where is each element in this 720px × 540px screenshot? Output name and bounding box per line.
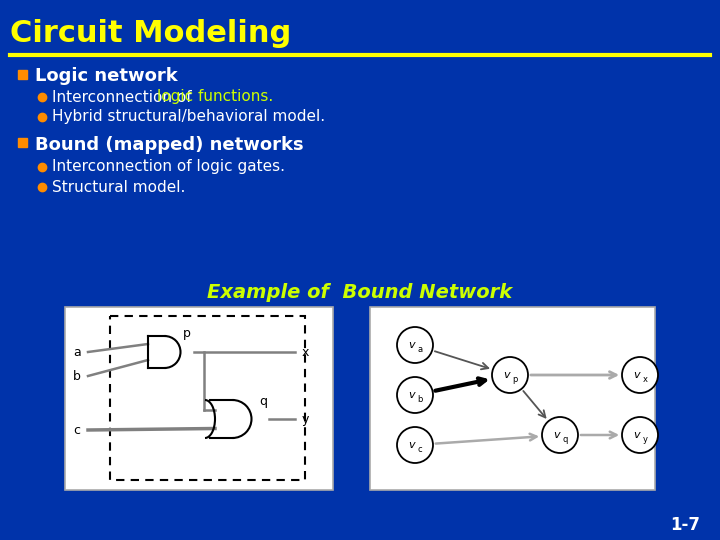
Text: p: p <box>513 375 518 384</box>
Bar <box>18 70 27 79</box>
Circle shape <box>397 327 433 363</box>
Text: v: v <box>409 440 415 450</box>
Text: q: q <box>562 435 567 444</box>
Text: Example of  Bound Network: Example of Bound Network <box>207 284 513 302</box>
Text: x: x <box>302 346 310 359</box>
Text: Circuit Modeling: Circuit Modeling <box>10 18 292 48</box>
Text: logic functions.: logic functions. <box>158 90 274 105</box>
Bar <box>18 138 27 147</box>
Text: v: v <box>504 370 510 380</box>
Text: b: b <box>73 369 81 382</box>
Bar <box>65 307 333 490</box>
Circle shape <box>492 357 528 393</box>
Text: p: p <box>183 327 191 340</box>
Text: y: y <box>642 435 647 444</box>
Circle shape <box>622 417 658 453</box>
Text: c: c <box>73 423 80 436</box>
Circle shape <box>622 357 658 393</box>
Bar <box>370 307 655 490</box>
Text: Bound (mapped) networks: Bound (mapped) networks <box>35 136 304 154</box>
Text: Hybrid structural/behavioral model.: Hybrid structural/behavioral model. <box>52 110 325 125</box>
Text: c: c <box>418 446 423 455</box>
Text: v: v <box>634 370 640 380</box>
Text: v: v <box>409 390 415 400</box>
Text: v: v <box>554 430 560 440</box>
Text: a: a <box>73 346 81 359</box>
Text: q: q <box>259 395 267 408</box>
Text: Logic network: Logic network <box>35 67 178 85</box>
Text: Structural model.: Structural model. <box>52 179 185 194</box>
Circle shape <box>397 377 433 413</box>
Text: 1-7: 1-7 <box>670 516 700 534</box>
Circle shape <box>397 427 433 463</box>
Text: x: x <box>642 375 647 384</box>
Text: b: b <box>418 395 423 404</box>
Text: y: y <box>302 413 310 426</box>
Circle shape <box>542 417 578 453</box>
Text: v: v <box>634 430 640 440</box>
Text: Interconnection of logic gates.: Interconnection of logic gates. <box>52 159 285 174</box>
Text: Interconnection of: Interconnection of <box>52 90 197 105</box>
Text: v: v <box>409 340 415 350</box>
Text: a: a <box>418 346 423 354</box>
Bar <box>110 316 305 480</box>
